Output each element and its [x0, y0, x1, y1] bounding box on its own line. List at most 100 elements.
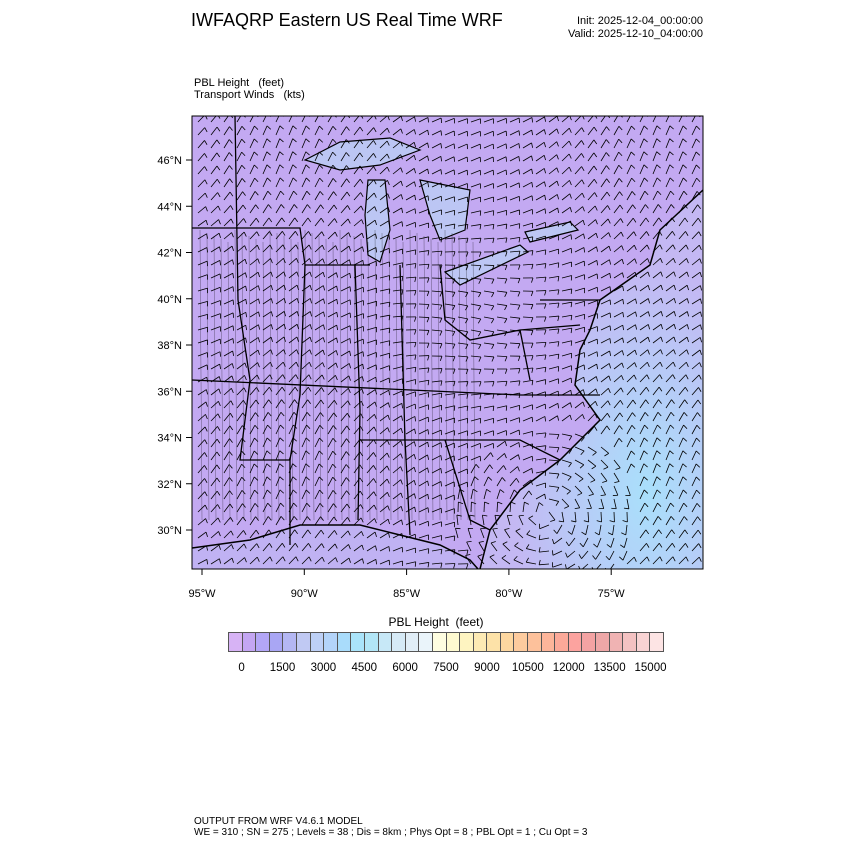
wind-barb [626, 125, 636, 136]
wind-barb [353, 558, 365, 565]
wind-barb [366, 274, 377, 280]
wind-barb [496, 453, 507, 461]
wind-barb [652, 204, 662, 214]
wind-barb [522, 181, 534, 188]
wind-barb [652, 349, 663, 357]
wind-barb [431, 368, 443, 374]
wind-barb [392, 453, 403, 461]
wind-barb [574, 401, 585, 409]
wind-barb [592, 550, 602, 560]
wind-barb [301, 529, 312, 539]
wind-barb [574, 247, 586, 253]
wind-barb [418, 548, 430, 554]
county-line [339, 229, 343, 521]
winds-label: Transport Winds (kts) [194, 89, 305, 101]
wind-barb [509, 501, 516, 513]
wind-barb [509, 223, 521, 229]
wind-barb [353, 219, 364, 227]
wind-barb [197, 364, 208, 370]
wind-barb [691, 271, 702, 279]
wind-barb [314, 271, 325, 279]
wind-barb [665, 361, 676, 370]
wind-barb [678, 543, 689, 552]
wind-barb [652, 125, 661, 136]
wind-barb [483, 237, 495, 244]
wind-barb [262, 529, 273, 539]
wind-barb [405, 466, 416, 474]
wind-barb [288, 125, 297, 136]
lake-michigan [364, 179, 391, 263]
wind-barb [548, 415, 560, 422]
wind-barb [210, 451, 221, 461]
wind-barb [626, 244, 637, 253]
wind-barb [561, 166, 572, 175]
wind-barb [581, 524, 589, 536]
wind-barb [444, 169, 455, 175]
wind-barb [418, 534, 429, 540]
wind-barb [301, 190, 311, 201]
wind-barb [327, 516, 338, 526]
wind-barb [223, 544, 234, 552]
wind-barb [613, 362, 624, 370]
wind-barb [210, 152, 221, 162]
county-line [374, 229, 378, 521]
wind-barb [210, 219, 221, 227]
wind-barb [535, 457, 547, 464]
wind-barb [262, 556, 273, 565]
wind-barb [483, 442, 494, 449]
wind-barb [301, 424, 311, 435]
wind-barb [691, 543, 702, 552]
wind-barb [587, 400, 598, 409]
wind-barb [525, 544, 537, 552]
wind-barb [366, 559, 378, 565]
wind-barb [613, 272, 625, 279]
wind-barb [262, 151, 271, 162]
wind-barb [483, 303, 495, 311]
wind-barb [431, 264, 443, 270]
colorbar-swatch [256, 633, 270, 651]
wind-barb [496, 237, 508, 243]
wind-barb [301, 284, 312, 292]
wind-barb [496, 430, 507, 436]
wind-barb [405, 403, 416, 410]
wind-barb [301, 336, 312, 344]
wind-barb [353, 126, 364, 136]
wind-barb [340, 165, 350, 175]
wind-barb [379, 377, 390, 383]
wind-barb [223, 363, 234, 370]
wind-barb [405, 221, 416, 228]
wind-barb [236, 178, 246, 188]
wind-barb [288, 164, 297, 175]
wind-barb [574, 485, 583, 496]
colorbar-swatch [623, 633, 637, 651]
wind-barb [210, 232, 221, 240]
wind-barb [509, 143, 521, 149]
wind-barb [236, 272, 248, 279]
wind-barb [275, 476, 284, 487]
wind-barb [613, 337, 625, 344]
wind-barb [262, 450, 271, 461]
wind-barb [405, 316, 417, 322]
wind-barb [262, 204, 272, 214]
wind-barb [301, 361, 312, 370]
wind-barb [314, 164, 324, 175]
wind-barb [405, 533, 416, 540]
wind-barb [457, 156, 468, 163]
wind-barb [639, 516, 649, 526]
wind-barb [210, 300, 221, 306]
wind-barb [678, 231, 689, 240]
wind-barb [405, 235, 416, 242]
wind-barb [288, 204, 298, 214]
wind-barb [626, 463, 636, 474]
wind-barb [539, 523, 550, 530]
wind-barb [366, 179, 377, 188]
wind-barb [494, 514, 500, 526]
wind-barb [431, 429, 442, 436]
colorbar-label: 13500 [593, 662, 626, 674]
wind-barb [522, 404, 533, 410]
wind-barb [223, 232, 234, 240]
wind-barb [223, 503, 234, 513]
wind-barb [600, 459, 609, 470]
wind-barb [418, 467, 430, 474]
wind-barb [561, 472, 572, 481]
